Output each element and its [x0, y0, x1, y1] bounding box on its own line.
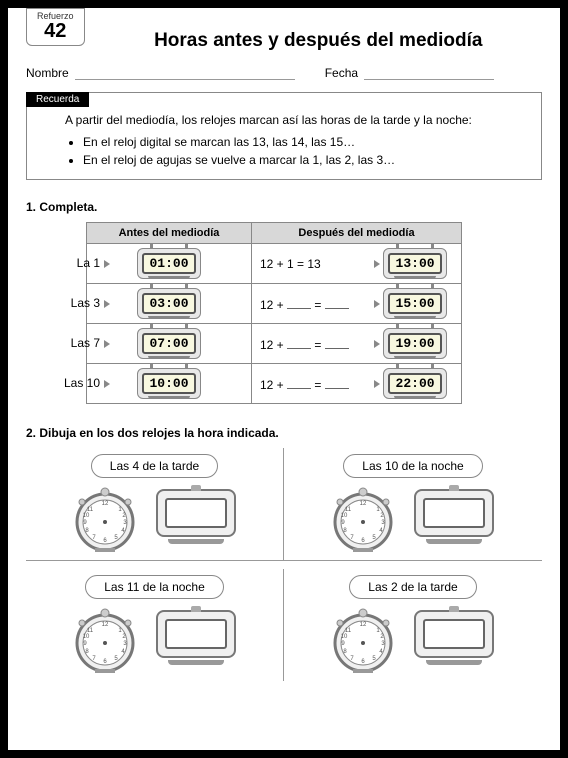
lcd-time: 01:00	[142, 253, 196, 274]
svg-text:10: 10	[341, 513, 348, 519]
th-antes: Antes del mediodía	[87, 223, 252, 244]
recuerda-tab: Recuerda	[26, 92, 89, 107]
triangle-icon	[104, 260, 110, 268]
lcd-time: 15:00	[388, 293, 442, 314]
blank-input[interactable]	[325, 337, 349, 349]
recuerda-body: A partir del mediodía, los relojes marca…	[41, 111, 527, 169]
lcd-time: 10:00	[142, 373, 196, 394]
clock-grid-bottom: Las 11 de la noche 121369112457810 Las 2…	[26, 569, 542, 681]
blank-input[interactable]	[325, 297, 349, 309]
triangle-icon	[374, 340, 380, 348]
time-pill: Las 10 de la noche	[343, 454, 482, 478]
fecha-label: Fecha	[325, 66, 358, 80]
refuerzo-tab: Refuerzo 42	[26, 8, 85, 46]
table-row: La 101:00 12 + 1 = 13 13:00	[87, 244, 462, 284]
clock-grid-top: Las 4 de la tarde 121369112457810 Las 10…	[26, 448, 542, 561]
triangle-icon	[374, 380, 380, 388]
digital-clock-icon: 19:00	[383, 328, 447, 359]
tab-number: 42	[37, 21, 74, 41]
svg-text:12: 12	[360, 622, 367, 628]
svg-text:10: 10	[341, 634, 348, 640]
digital-clock-icon: 03:00	[137, 288, 201, 319]
worksheet-page: Refuerzo 42 Horas antes y después del me…	[8, 8, 560, 750]
recuerda-bullet-2: En el reloj de agujas se vuelve a marcar…	[83, 151, 527, 169]
eq-prefix: 12 +	[260, 298, 284, 312]
name-date-fields: Nombre Fecha	[26, 66, 542, 80]
row-label-4: Las 10	[64, 376, 100, 390]
time-pill: Las 11 de la noche	[85, 575, 224, 599]
ex1-number: 1.	[26, 200, 36, 214]
clock-cell: Las 11 de la noche 121369112457810	[26, 569, 284, 681]
ex1-title: Completa.	[39, 200, 97, 214]
digital-clock-blank[interactable]	[410, 610, 498, 670]
clock-cell: Las 4 de la tarde 121369112457810	[26, 448, 284, 561]
ex2-title: Dibuja en los dos relojes la hora indica…	[39, 426, 278, 440]
lcd-time: 03:00	[142, 293, 196, 314]
lcd-time: 13:00	[388, 253, 442, 274]
page-title: Horas antes y después del mediodía	[95, 30, 542, 52]
analog-clock-icon[interactable]: 121369112457810	[328, 605, 398, 675]
ex2-number: 2.	[26, 426, 36, 440]
clock-cell: Las 10 de la noche 121369112457810	[284, 448, 542, 561]
digital-clock-blank[interactable]	[152, 610, 240, 670]
svg-text:10: 10	[82, 634, 89, 640]
recuerda-box: Recuerda A partir del mediodía, los relo…	[26, 92, 542, 180]
table-row: Las 1010:00 12 + = 22:00	[87, 364, 462, 404]
triangle-icon	[374, 260, 380, 268]
digital-clock-icon: 15:00	[383, 288, 447, 319]
digital-clock-blank[interactable]	[152, 489, 240, 549]
equation: 12 + 1 = 13	[260, 257, 370, 271]
blank-input[interactable]	[325, 377, 349, 389]
svg-text:10: 10	[82, 513, 89, 519]
recuerda-bullet-1: En el reloj digital se marcan las 13, la…	[83, 133, 527, 151]
time-pill: Las 4 de la tarde	[91, 454, 218, 478]
table-row: Las 303:00 12 + = 15:00	[87, 284, 462, 324]
digital-clock-blank[interactable]	[410, 489, 498, 549]
nombre-input-line[interactable]	[75, 66, 295, 80]
triangle-icon	[104, 380, 110, 388]
row-label-3: Las 7	[71, 336, 100, 350]
recuerda-intro: A partir del mediodía, los relojes marca…	[65, 111, 527, 129]
lcd-time: 22:00	[388, 373, 442, 394]
digital-clock-icon: 13:00	[383, 248, 447, 279]
svg-text:12: 12	[360, 501, 367, 507]
triangle-icon	[104, 300, 110, 308]
time-pill: Las 2 de la tarde	[349, 575, 476, 599]
eq-prefix: 12 +	[260, 378, 284, 392]
blank-input[interactable]	[287, 377, 311, 389]
eq-prefix: 12 +	[260, 338, 284, 352]
fecha-input-line[interactable]	[364, 66, 494, 80]
clock-cell: Las 2 de la tarde 121369112457810	[284, 569, 542, 681]
analog-clock-icon[interactable]: 121369112457810	[328, 484, 398, 554]
row-label-2: Las 3	[71, 296, 100, 310]
analog-clock-icon[interactable]: 121369112457810	[70, 605, 140, 675]
lcd-time: 19:00	[388, 333, 442, 354]
lcd-time: 07:00	[142, 333, 196, 354]
digital-clock-icon: 22:00	[383, 368, 447, 399]
blank-input[interactable]	[287, 337, 311, 349]
row-label-1: La 1	[77, 256, 100, 270]
digital-clock-icon: 07:00	[137, 328, 201, 359]
svg-text:12: 12	[101, 501, 108, 507]
th-despues: Después del mediodía	[252, 223, 462, 244]
exercise-1: 1. Completa. Antes del mediodía Después …	[26, 200, 542, 404]
digital-clock-icon: 10:00	[137, 368, 201, 399]
digital-clock-icon: 01:00	[137, 248, 201, 279]
triangle-icon	[374, 300, 380, 308]
nombre-label: Nombre	[26, 66, 69, 80]
svg-text:12: 12	[101, 622, 108, 628]
analog-clock-icon[interactable]: 121369112457810	[70, 484, 140, 554]
time-table: Antes del mediodía Después del mediodía …	[86, 222, 462, 404]
header: Refuerzo 42 Horas antes y después del me…	[26, 20, 542, 52]
table-row: Las 707:00 12 + = 19:00	[87, 324, 462, 364]
triangle-icon	[104, 340, 110, 348]
blank-input[interactable]	[287, 297, 311, 309]
exercise-2: 2. Dibuja en los dos relojes la hora ind…	[26, 426, 542, 681]
